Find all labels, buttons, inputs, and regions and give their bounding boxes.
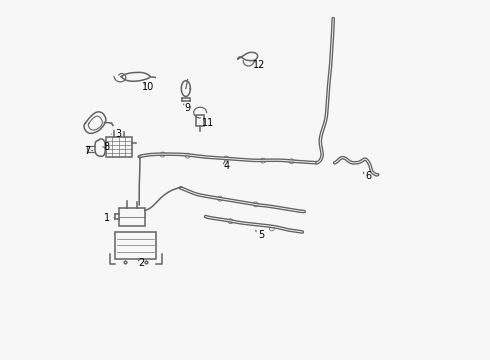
Circle shape bbox=[270, 227, 273, 230]
Text: 1: 1 bbox=[104, 213, 110, 222]
Text: 3: 3 bbox=[116, 129, 122, 139]
Circle shape bbox=[229, 220, 232, 223]
Text: 7: 7 bbox=[84, 145, 90, 156]
Circle shape bbox=[254, 202, 258, 207]
Bar bbox=[106, 137, 132, 157]
Text: 9: 9 bbox=[185, 103, 191, 113]
Circle shape bbox=[224, 156, 228, 161]
Circle shape bbox=[262, 159, 265, 162]
Text: 4: 4 bbox=[223, 161, 229, 171]
Text: 10: 10 bbox=[142, 82, 154, 93]
Circle shape bbox=[254, 203, 257, 206]
Text: 5: 5 bbox=[258, 230, 264, 239]
Bar bbox=[196, 115, 204, 126]
Circle shape bbox=[261, 158, 265, 163]
Circle shape bbox=[161, 153, 164, 156]
Circle shape bbox=[219, 197, 221, 200]
Circle shape bbox=[228, 219, 233, 224]
Circle shape bbox=[290, 160, 293, 163]
Circle shape bbox=[186, 153, 190, 158]
Circle shape bbox=[160, 152, 165, 157]
Circle shape bbox=[225, 157, 228, 160]
Text: 12: 12 bbox=[253, 60, 266, 70]
Circle shape bbox=[290, 159, 294, 163]
Bar bbox=[115, 232, 156, 259]
Bar bbox=[119, 208, 145, 226]
Circle shape bbox=[186, 154, 189, 157]
Text: 11: 11 bbox=[202, 118, 215, 128]
Text: 2: 2 bbox=[138, 258, 144, 268]
Text: 6: 6 bbox=[366, 171, 372, 181]
Circle shape bbox=[270, 226, 274, 230]
Text: 8: 8 bbox=[104, 142, 110, 152]
Circle shape bbox=[218, 197, 222, 201]
